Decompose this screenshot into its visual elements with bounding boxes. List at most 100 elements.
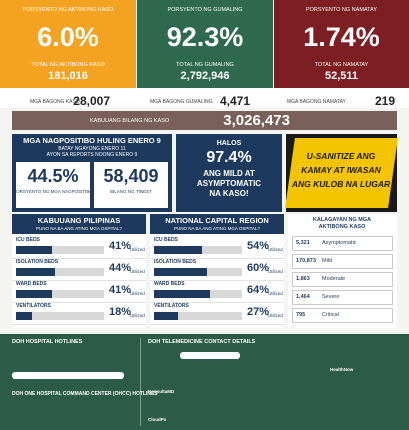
bed-bar [154,268,207,276]
hospital-subtitle: PUNO NA BA ANG ATING MGA OSPITAL? [35,226,123,231]
bed-percent: 60% [247,262,270,274]
severity-title: KALAGAYAN NG MGA [312,217,372,223]
summary-total-label: TOTAL NG NAMATAY [314,62,369,68]
testing-subtitle: BATAY NGAYONG ENERO 11 [58,146,126,152]
row-divider [150,258,284,259]
severity-title: AKTIBONG KASO [318,224,366,230]
summary-label: PORSYENTO NG GUMALING [167,7,243,13]
bed-percent: 41% [109,240,132,252]
severity-row [292,308,393,323]
hospital-header [150,214,284,234]
positivity-value: 44.5% [27,166,79,186]
service-name: HealthNow [330,367,354,372]
bed-label: ICU BEDS [16,237,40,243]
bed-percent: 54% [247,240,270,252]
severity-count: 1,863 [296,276,310,282]
reminder-text: U-SANITIZE ANG [306,151,376,161]
new-value: 219 [374,94,395,108]
testing-title: MGA NAGPOSITIBO HULING ENERO 9 [23,136,161,145]
bed-percent: 44% [109,262,132,274]
utilized-label: Utilized [268,291,283,296]
telemedicine-title: DOH TELEMEDICINE CONTACT DETAILS [148,339,256,345]
summary-card [274,0,409,88]
summary-card [0,0,136,88]
bed-track [16,312,104,320]
bed-label: WARD BEDS [16,281,47,287]
tested-box [94,162,168,208]
bed-percent: 64% [247,284,270,296]
new-label: MGA BAGONG KASO [30,99,80,105]
severity-row [292,272,393,287]
positivity-box [16,162,90,208]
hospital-title: KABUUANG PILIPINAS [37,216,121,225]
severity-label: Mild [322,258,333,264]
mild-text: ASYMPTOMATIC [196,179,262,188]
total-label: KABUUANG BILANG NG KASO [90,118,170,124]
mild-text: ANG MILD AT [203,169,255,178]
divider [140,338,141,426]
bed-bar [16,290,53,298]
utilized-label: Utilized [130,313,145,318]
footer [0,334,409,430]
severity-label: Asymptomatic [322,240,357,246]
row-divider [150,302,284,303]
summary-value: 6.0% [37,22,99,52]
mild-pre: HALOS [216,140,242,147]
summary-card [137,0,273,88]
bed-bar [154,290,211,298]
bed-label: ISOLATION BEDS [16,259,59,265]
total-value: 3,026,473 [223,112,290,129]
summary-total: 181,016 [48,70,88,82]
new-label: MGA BAGONG NAMATAY [287,99,346,105]
reminder-text: ANG KULOB NA LUGAR [291,179,391,189]
new-row [0,88,409,108]
mild-panel [176,134,282,212]
severity-row [292,254,393,269]
testing-subtitle: AYON SA REPORTS NOONG ENERO 9 [46,152,138,158]
bed-label: WARD BEDS [154,281,185,287]
hotlines-title: DOH HOSPITAL HOTLINES [12,339,83,345]
summary-total: 52,511 [324,70,359,82]
mild-text: NA KASO! [209,189,249,198]
bed-track [16,246,104,254]
hospital-title: NATIONAL CAPITAL REGION [165,216,269,225]
bed-track [16,290,104,298]
bed-track [16,268,104,276]
hotline-button [12,372,124,379]
bed-bar [16,246,53,254]
tested-label: BILANG NG TINEST [110,189,152,194]
bed-label: VENTILATORS [16,303,51,309]
summary-total: 2,792,946 [180,70,230,82]
row-divider [12,280,146,281]
ohcc-title: DOH ONE HOSPITAL COMMAND CENTER (OHCC) H… [12,391,158,397]
severity-count: 795 [296,312,306,318]
severity-count: 170,873 [296,258,316,264]
mild-value: 97.4% [206,149,252,166]
bed-track [154,312,242,320]
row-divider [150,324,284,325]
bed-percent: 27% [247,306,270,318]
service-name: KonsultaMD [148,389,175,394]
bed-percent: 18% [109,306,132,318]
bed-bar [154,246,202,254]
tested-value: 58,409 [103,166,159,186]
row-divider [12,258,146,259]
row-divider [150,280,284,281]
severity-row [292,290,393,305]
reminder-text: KAMAY AT IWASAN [301,165,381,175]
summary-total-label: TOTAL NG GUMALING [176,62,234,68]
new-value: 4,471 [219,94,250,108]
positivity-label: PORSYENTO NG MGA NAGPOSITIBO [13,189,93,194]
utilized-label: Utilized [268,247,283,252]
summary-label: PORSYENTO NG NAMATAY [305,7,378,13]
severity-label: Critical [322,312,339,318]
severity-count: 5,321 [296,240,310,246]
utilized-label: Utilized [268,269,283,274]
bed-label: ISOLATION BEDS [154,259,197,265]
row-divider [12,324,146,325]
bed-bar [16,312,32,320]
new-value: 28,007 [73,94,110,108]
total-bar [12,111,397,130]
bed-label: VENTILATORS [154,303,189,309]
